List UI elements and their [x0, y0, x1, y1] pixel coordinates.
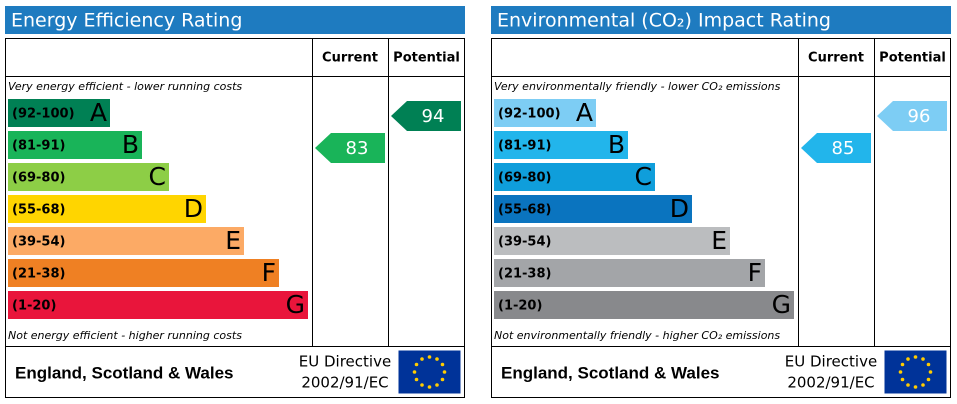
rating-value: 94 — [422, 106, 445, 127]
band — [8, 259, 279, 287]
title-bar — [5, 6, 465, 34]
band-letter: C — [149, 162, 166, 191]
band — [494, 99, 596, 127]
directive-line: 2002/91/EC — [301, 374, 388, 392]
band — [494, 131, 628, 159]
band — [494, 163, 655, 191]
eu-star — [906, 383, 910, 387]
rating-arrow — [877, 101, 947, 131]
band — [8, 291, 308, 319]
eu-star — [926, 377, 931, 382]
band-range: (55-68) — [498, 203, 551, 218]
band — [8, 227, 244, 255]
eu-star — [440, 377, 445, 382]
directive-line: EU Directive — [299, 353, 391, 371]
frame — [491, 38, 951, 398]
band-letter: F — [262, 258, 276, 287]
eu-star — [427, 385, 432, 389]
band-letter: A — [576, 98, 593, 127]
band-range: (69-80) — [12, 171, 65, 186]
band-letter: D — [670, 194, 689, 223]
band-letter: B — [122, 130, 139, 159]
rating-arrow — [801, 133, 871, 163]
band-letter: E — [225, 226, 241, 255]
band-letter: D — [184, 194, 203, 223]
eu-star — [928, 370, 933, 374]
band-range: (81-91) — [498, 139, 551, 154]
eu-star — [913, 355, 918, 359]
eu-star — [442, 370, 447, 374]
band-letter: G — [286, 290, 305, 319]
band — [494, 195, 692, 223]
band — [8, 195, 206, 223]
eu-star — [906, 357, 910, 361]
band-range: (1-20) — [12, 299, 56, 314]
bottom-note: Not energy efficient - higher running co… — [8, 329, 242, 342]
rating-arrow — [315, 133, 385, 163]
eu-star — [435, 383, 439, 387]
rating-value: 83 — [346, 138, 369, 159]
column-header: Potential — [393, 51, 460, 66]
eu-star — [913, 385, 918, 389]
eu-star — [414, 362, 419, 367]
top-note: Very environmentally friendly - lower CO… — [494, 80, 781, 93]
eu-star — [900, 377, 905, 382]
band — [494, 227, 730, 255]
band-letter: E — [711, 226, 727, 255]
band-range: (39-54) — [498, 235, 551, 250]
panel-title: Environmental (CO₂) Impact Rating — [497, 10, 831, 32]
directive-line: EU Directive — [785, 353, 877, 371]
eu-star — [921, 357, 925, 361]
eu-star — [440, 362, 445, 367]
band — [494, 259, 765, 287]
title-bar — [491, 6, 951, 34]
band — [494, 291, 794, 319]
band-range: (1-20) — [498, 299, 542, 314]
eu-star — [921, 383, 925, 387]
frame — [5, 38, 465, 398]
eu-star — [412, 370, 417, 374]
eu-star — [435, 357, 439, 361]
directive-line: 2002/91/EC — [787, 374, 874, 392]
band — [8, 163, 169, 191]
footer-region: England, Scotland & Wales — [15, 363, 234, 382]
band-range: (69-80) — [498, 171, 551, 186]
band-letter: C — [635, 162, 652, 191]
rating-arrow — [391, 101, 461, 131]
eu-star — [898, 370, 903, 374]
footer-region: England, Scotland & Wales — [501, 363, 720, 382]
eu-star — [420, 383, 424, 387]
eu-star — [420, 357, 424, 361]
band-letter: F — [748, 258, 762, 287]
band — [8, 131, 142, 159]
band — [8, 99, 110, 127]
band-letter: A — [90, 98, 107, 127]
column-header: Potential — [879, 51, 946, 66]
band-letter: G — [772, 290, 791, 319]
eu-star — [427, 355, 432, 359]
eu-star — [414, 377, 419, 382]
band-range: (55-68) — [12, 203, 65, 218]
band-range: (39-54) — [12, 235, 65, 250]
band-letter: B — [608, 130, 625, 159]
band-range: (92-100) — [12, 107, 75, 122]
rating-value: 96 — [908, 106, 931, 127]
eu-star — [900, 362, 905, 367]
bottom-note: Not environmentally friendly - higher CO… — [494, 329, 780, 342]
rating-value: 85 — [832, 138, 855, 159]
top-note: Very energy efficient - lower running co… — [8, 80, 242, 93]
band-range: (92-100) — [498, 107, 561, 122]
band-range: (81-91) — [12, 139, 65, 154]
column-header: Current — [322, 51, 378, 66]
eu-star — [926, 362, 931, 367]
panel-title: Energy Efficiency Rating — [11, 10, 242, 32]
band-range: (21-38) — [12, 267, 65, 282]
band-range: (21-38) — [498, 267, 551, 282]
column-header: Current — [808, 51, 864, 66]
